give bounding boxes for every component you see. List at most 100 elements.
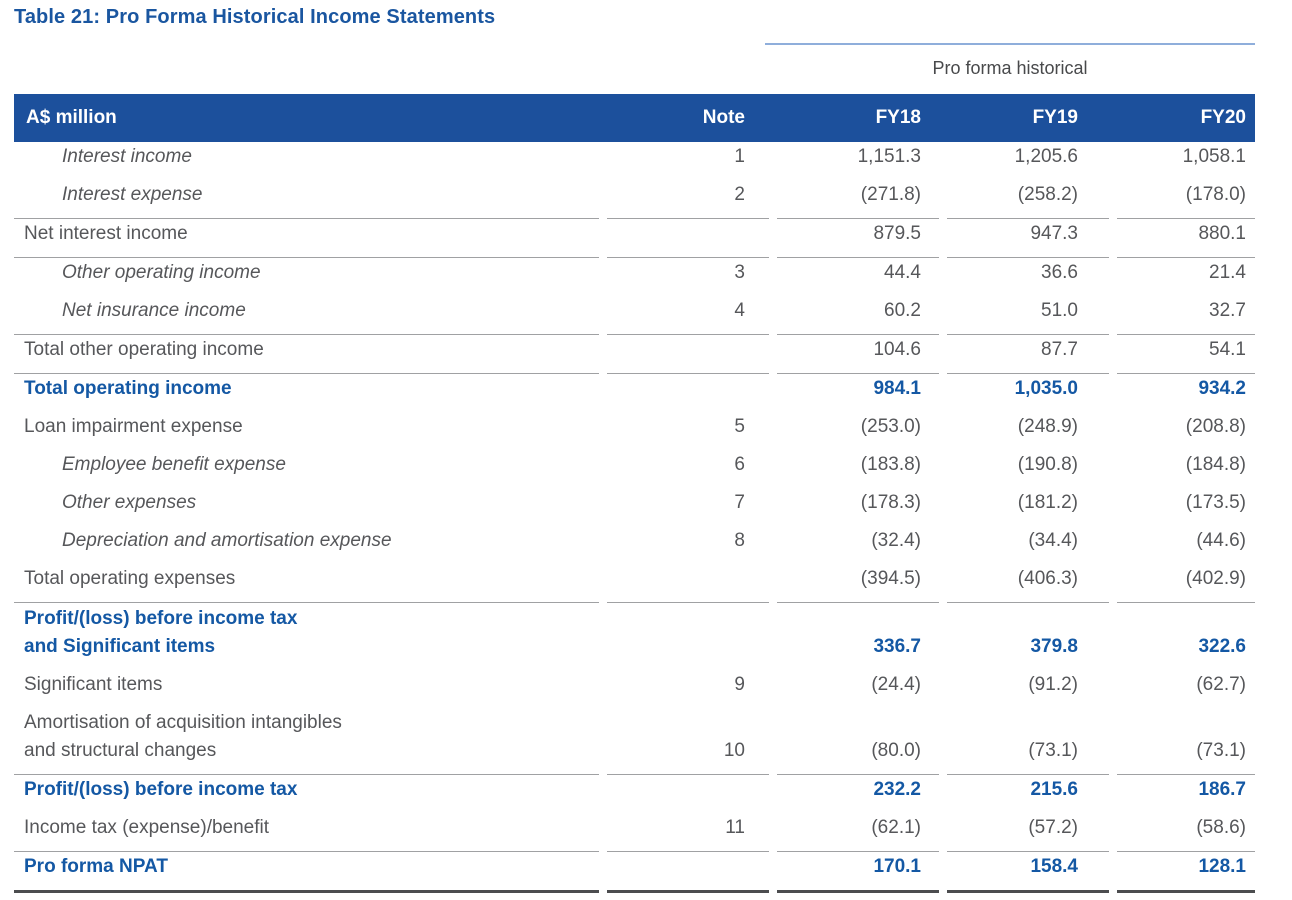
group-header-rule xyxy=(765,43,1255,45)
fy19-value: (73.1) xyxy=(947,708,1109,775)
fy18-value: (62.1) xyxy=(777,813,939,852)
row-label: Profit/(loss) before income tax xyxy=(24,779,298,800)
row-label: Total other operating income xyxy=(14,335,599,374)
table-row: Net insurance income 4 60.2 51.0 32.7 xyxy=(14,296,1255,335)
fy18-value: (394.5) xyxy=(777,564,939,603)
note-value: 10 xyxy=(607,708,769,775)
fy19-value: 51.0 xyxy=(947,296,1109,335)
row-label: Loan impairment expense xyxy=(24,416,243,437)
fy19-value: 158.4 xyxy=(947,852,1109,893)
fy18-value: 44.4 xyxy=(884,262,921,283)
fy20-value: 1,058.1 xyxy=(1182,146,1246,167)
fy18-value: (32.4) xyxy=(871,530,921,551)
fy18-value: (178.3) xyxy=(860,492,921,513)
fy18-value: (183.8) xyxy=(860,454,921,475)
fy19-value: 947.3 xyxy=(947,219,1109,258)
table-header-bar xyxy=(14,94,1255,142)
table-row: Pro forma NPAT 170.1 158.4 128.1 xyxy=(14,852,1255,893)
row-label: Employee benefit expense xyxy=(62,454,286,475)
fy18-value: 879.5 xyxy=(777,219,939,258)
fy20-value: 186.7 xyxy=(1198,779,1246,800)
fy19-value: (248.9) xyxy=(1017,416,1078,437)
table-row: Income tax (expense)/benefit 11 (62.1) (57.… xyxy=(14,813,1255,852)
row-label: Interest income xyxy=(62,146,192,167)
fy20-value: 32.7 xyxy=(1117,296,1255,335)
income-statement-table: A$ million Note FY18 FY19 FY20 Interest … xyxy=(6,94,1263,893)
fy19-value: 1,035.0 xyxy=(1014,378,1078,399)
fy20-value: 880.1 xyxy=(1117,219,1255,258)
fy18-value: 170.1 xyxy=(777,852,939,893)
note-value: 7 xyxy=(734,492,745,513)
fy19-value: (258.2) xyxy=(947,180,1109,219)
row-label: Amortisation of acquisition intangibles … xyxy=(14,708,599,775)
table-row: Employee benefit expense 6 (183.8) (190.8) (… xyxy=(14,450,1255,488)
column-header-fy18: FY18 xyxy=(875,107,921,128)
fy19-value: (34.4) xyxy=(1028,530,1078,551)
note-value: 5 xyxy=(734,416,745,437)
note-value xyxy=(607,603,769,670)
fy20-value: (62.7) xyxy=(1196,674,1246,695)
note-value: 3 xyxy=(734,262,745,283)
note-value: 11 xyxy=(607,813,769,852)
table-row: Total operating expenses (394.5) (406.3) (4… xyxy=(14,564,1255,603)
column-header-fy20: FY20 xyxy=(1200,107,1246,128)
fy20-value: (184.8) xyxy=(1185,454,1246,475)
row-label: Total operating income xyxy=(24,378,232,399)
fy18-value: (271.8) xyxy=(777,180,939,219)
table-row: Significant items 9 (24.4) (91.2) (62.7) xyxy=(14,670,1255,708)
fy20-value: 128.1 xyxy=(1117,852,1255,893)
note-value: 9 xyxy=(734,674,745,695)
fy20-value: (402.9) xyxy=(1117,564,1255,603)
row-label: Net interest income xyxy=(14,219,599,258)
fy19-value: 379.8 xyxy=(1030,636,1078,657)
fy18-value: 984.1 xyxy=(873,378,921,399)
fy18-value: 336.7 xyxy=(873,636,921,657)
table-row: Profit/(loss) before income tax and Sign… xyxy=(14,603,1255,670)
fy18-value: 104.6 xyxy=(777,335,939,374)
fy18-value: (80.0) xyxy=(777,708,939,775)
table-row: Interest income 1 1,151.3 1,205.6 1,058.1 xyxy=(14,142,1255,180)
row-label: Net insurance income xyxy=(14,296,599,335)
note-value: 1 xyxy=(734,146,745,167)
note-value: 2 xyxy=(607,180,769,219)
fy18-value: 60.2 xyxy=(777,296,939,335)
fy18-value: 1,151.3 xyxy=(857,146,921,167)
note-value: 4 xyxy=(607,296,769,335)
fy19-value: 215.6 xyxy=(1030,779,1078,800)
note-value: 6 xyxy=(734,454,745,475)
fy19-value: 1,205.6 xyxy=(1014,146,1078,167)
column-header-unit: A$ million xyxy=(26,107,117,128)
fy18-value: 232.2 xyxy=(873,779,921,800)
fy20-value: (173.5) xyxy=(1185,492,1246,513)
fy19-value: 87.7 xyxy=(947,335,1109,374)
table-row: Total operating income 984.1 1,035.0 934.2 xyxy=(14,374,1255,412)
table-row: Interest expense 2 (271.8) (258.2) (178.0) xyxy=(14,180,1255,219)
fy18-value: (24.4) xyxy=(871,674,921,695)
row-label: Depreciation and amortisation expense xyxy=(62,530,392,551)
fy20-value: 21.4 xyxy=(1209,262,1246,283)
fy18-value: (253.0) xyxy=(860,416,921,437)
note-value xyxy=(607,852,769,893)
table-row: Depreciation and amortisation expense 8 (3… xyxy=(14,526,1255,564)
table-row: Loan impairment expense 5 (253.0) (248.9) (2… xyxy=(14,412,1255,450)
fy19-value: (91.2) xyxy=(1028,674,1078,695)
note-value xyxy=(607,374,769,412)
row-label: Other operating income xyxy=(62,262,261,283)
fy19-value: (181.2) xyxy=(1017,492,1078,513)
fy20-value: 322.6 xyxy=(1198,636,1246,657)
note-value xyxy=(607,219,769,258)
table-row: Net interest income 879.5 947.3 880.1 xyxy=(14,219,1255,258)
column-header-fy19: FY19 xyxy=(1032,107,1078,128)
row-label: Income tax (expense)/benefit xyxy=(14,813,599,852)
fy20-value: (58.6) xyxy=(1117,813,1255,852)
note-value xyxy=(607,564,769,603)
table-row: Total other operating income 104.6 87.7 54.… xyxy=(14,335,1255,374)
fy20-value: 934.2 xyxy=(1198,378,1246,399)
fy20-value: (44.6) xyxy=(1196,530,1246,551)
note-value xyxy=(607,775,769,813)
page-title: Table 21: Pro Forma Historical Income St… xyxy=(14,6,496,28)
row-label: Total operating expenses xyxy=(14,564,599,603)
row-label: Pro forma NPAT xyxy=(14,852,599,893)
fy20-value: (208.8) xyxy=(1185,416,1246,437)
table-row: Other expenses 7 (178.3) (181.2) (173.5) xyxy=(14,488,1255,526)
